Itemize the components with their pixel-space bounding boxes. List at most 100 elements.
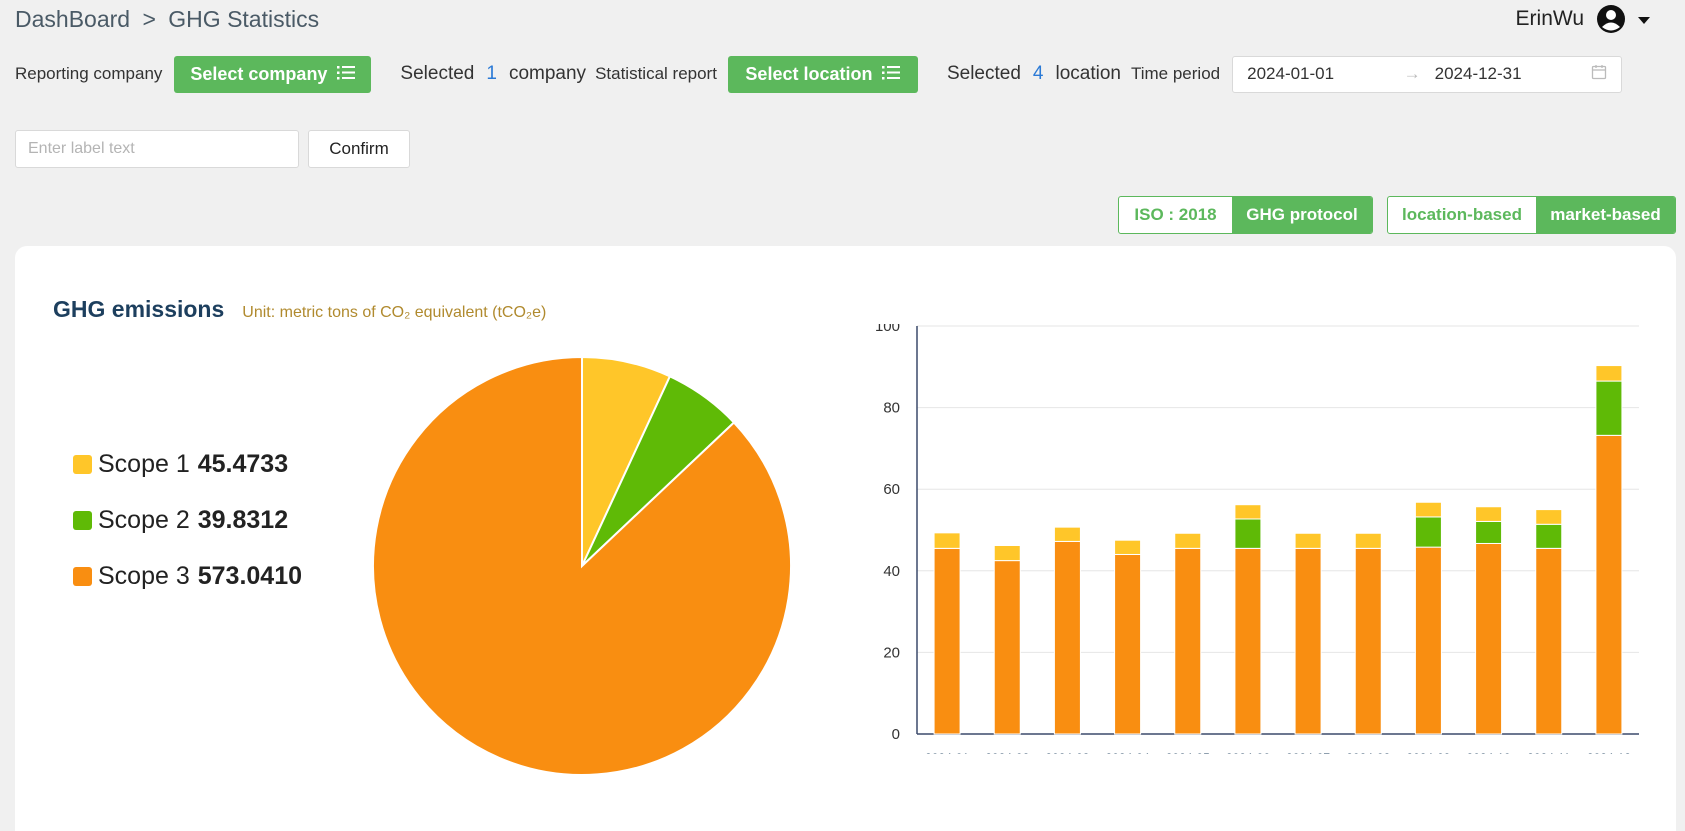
date-range-picker[interactable]: 2024-01-01 → 2024-12-31 <box>1232 55 1623 93</box>
bar-scope-3-2024-01[interactable] <box>933 547 961 735</box>
standard-toggle: ISO : 2018 GHG protocol <box>1118 196 1373 234</box>
bar-scope-1-2024-03[interactable] <box>1053 526 1081 542</box>
location-suffix: location <box>1055 63 1121 84</box>
bar-scope-3-2024-11[interactable] <box>1535 547 1563 735</box>
legend-value: 39.8312 <box>197 505 289 534</box>
user-menu[interactable]: ErinWu <box>1516 4 1650 34</box>
ghg-emissions-card: GHG emissions Unit: metric tons of CO₂ e… <box>15 246 1676 831</box>
pie-legend: Scope 1 45.4733 Scope 2 39.8312 Scope 3 … <box>73 436 302 604</box>
legend-item-scope-3[interactable]: Scope 3 573.0410 <box>73 548 302 604</box>
bar-scope-1-2024-06[interactable] <box>1234 504 1262 520</box>
x-tick-label: 2024-11 <box>1527 751 1570 754</box>
market-based-option[interactable]: market-based <box>1536 197 1675 233</box>
calendar-icon[interactable] <box>1591 64 1607 85</box>
list-icon <box>337 64 356 85</box>
x-tick-label: 2024-12 <box>1587 751 1631 754</box>
bar-scope-1-2024-02[interactable] <box>993 545 1021 562</box>
x-tick-label: 2024-04 <box>1106 751 1150 754</box>
x-tick-label: 2024-01 <box>925 751 969 754</box>
location-count: 4 <box>1032 63 1044 84</box>
y-tick-label: 40 <box>883 563 900 580</box>
account-circle-icon[interactable] <box>1596 4 1626 34</box>
legend-item-scope-2[interactable]: Scope 2 39.8312 <box>73 492 302 548</box>
x-tick-label: 2024-02 <box>985 751 1029 754</box>
label-text-input[interactable] <box>15 130 299 168</box>
iso-2018-option[interactable]: ISO : 2018 <box>1134 205 1217 224</box>
bar-scope-2-2024-11[interactable] <box>1535 523 1563 549</box>
reporting-company-label: Reporting company <box>15 64 163 83</box>
bar-scope-1-2024-01[interactable] <box>933 532 961 549</box>
x-tick-label: 2024-06 <box>1226 751 1270 754</box>
start-date[interactable]: 2024-01-01 <box>1247 64 1335 83</box>
caret-down-icon[interactable] <box>1638 7 1650 31</box>
legend-value: 573.0410 <box>197 561 303 590</box>
breadcrumb-root[interactable]: DashBoard <box>15 6 131 32</box>
x-tick-label: 2024-05 <box>1166 751 1210 754</box>
y-tick-label: 60 <box>883 481 900 498</box>
company-count: 1 <box>486 63 497 84</box>
y-tick-label: 100 <box>875 324 900 335</box>
bar-scope-1-2024-12[interactable] <box>1595 365 1623 382</box>
legend-item-scope-1[interactable]: Scope 1 45.4733 <box>73 436 302 492</box>
bar-scope-1-2024-05[interactable] <box>1174 532 1202 549</box>
location-based-option[interactable]: location-based <box>1402 205 1522 224</box>
legend-swatch <box>73 510 92 530</box>
pie-slice-scope-3[interactable] <box>372 356 792 776</box>
bar-scope-3-2024-02[interactable] <box>993 560 1021 735</box>
bar-scope-1-2024-10[interactable] <box>1475 506 1503 522</box>
breadcrumb-current: GHG Statistics <box>168 6 320 32</box>
arrow-right-icon: → <box>1403 64 1421 83</box>
legend-value: 45.4733 <box>197 449 289 478</box>
bar-scope-3-2024-08[interactable] <box>1354 547 1382 735</box>
pie-chart <box>372 356 792 776</box>
card-header: GHG emissions Unit: metric tons of CO₂ e… <box>53 296 546 323</box>
select-company-label: Select company <box>190 63 328 84</box>
bar-scope-1-2024-11[interactable] <box>1535 509 1563 525</box>
legend-label: Scope 2 <box>98 505 190 534</box>
bar-scope-3-2024-06[interactable] <box>1234 547 1262 735</box>
bar-scope-2-2024-09[interactable] <box>1414 516 1442 548</box>
end-date[interactable]: 2024-12-31 <box>1434 64 1522 83</box>
selected-company-prefix: Selected <box>400 63 475 84</box>
x-tick-label: 2024-10 <box>1467 751 1511 754</box>
x-tick-label: 2024-09 <box>1406 751 1450 754</box>
bar-scope-3-2024-03[interactable] <box>1053 540 1081 735</box>
y-tick-label: 80 <box>883 400 900 417</box>
bar-scope-3-2024-04[interactable] <box>1114 553 1142 735</box>
breadcrumb-separator: > <box>142 6 156 32</box>
bar-scope-1-2024-04[interactable] <box>1114 539 1142 555</box>
selected-location-prefix: Selected <box>946 63 1021 84</box>
legend-label: Scope 1 <box>98 449 190 478</box>
confirm-button[interactable]: Confirm <box>308 130 410 168</box>
x-tick-label: 2024-08 <box>1346 751 1390 754</box>
time-period-label: Time period <box>1130 64 1221 83</box>
legend-swatch <box>73 454 92 474</box>
bar-scope-3-2024-09[interactable] <box>1414 546 1442 735</box>
select-location-label: Select location <box>745 63 873 84</box>
list-icon <box>882 64 901 85</box>
bar-scope-1-2024-08[interactable] <box>1354 532 1382 549</box>
bar-scope-2-2024-12[interactable] <box>1595 380 1623 436</box>
y-tick-label: 20 <box>883 644 900 661</box>
bar-scope-3-2024-10[interactable] <box>1475 542 1503 735</box>
bar-scope-1-2024-07[interactable] <box>1294 532 1322 549</box>
bar-scope-3-2024-05[interactable] <box>1174 547 1202 735</box>
card-title: GHG emissions <box>53 296 225 322</box>
y-tick-label: 0 <box>892 726 900 743</box>
bar-scope-3-2024-12[interactable] <box>1595 434 1623 735</box>
select-location-button[interactable]: Select location <box>727 55 918 93</box>
statistical-report-label: Statistical report <box>595 64 717 83</box>
bar-scope-2-2024-10[interactable] <box>1475 520 1503 544</box>
bar-scope-3-2024-07[interactable] <box>1294 547 1322 735</box>
bar-scope-2-2024-06[interactable] <box>1234 518 1262 549</box>
select-company-button[interactable]: Select company <box>174 55 372 93</box>
user-name[interactable]: ErinWu <box>1515 7 1584 30</box>
x-tick-label: 2024-07 <box>1286 751 1330 754</box>
filters-row: Reporting company Select company Selecte… <box>15 55 1623 93</box>
legend-label: Scope 3 <box>98 561 190 590</box>
legend-swatch <box>73 566 92 586</box>
method-toggle: location-based market-based <box>1387 196 1676 234</box>
bar-scope-1-2024-09[interactable] <box>1414 501 1442 518</box>
ghg-protocol-option[interactable]: GHG protocol <box>1232 197 1372 233</box>
unit-label: Unit: metric tons of CO₂ equivalent (tCO… <box>242 304 547 321</box>
